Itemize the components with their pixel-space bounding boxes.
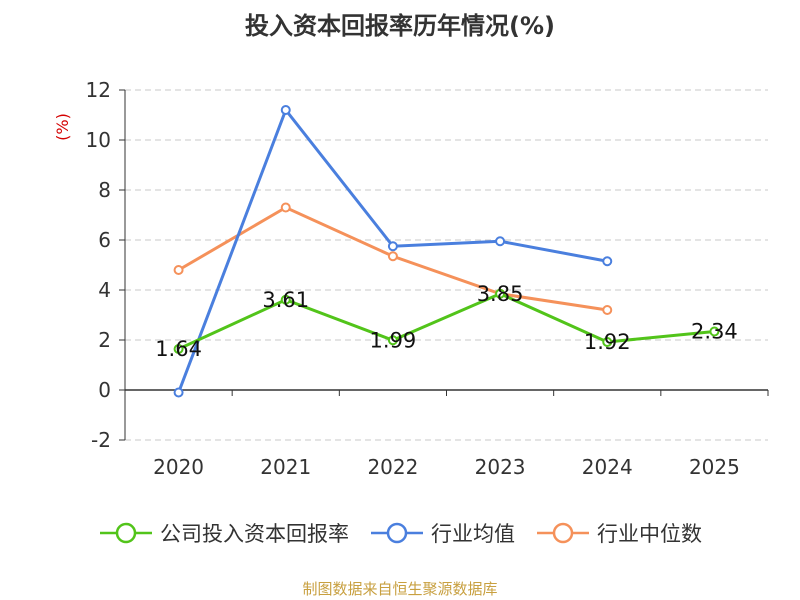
data-point xyxy=(495,236,506,247)
y-tick-label: 10 xyxy=(86,128,111,152)
legend-item[interactable]: 行业中位数 xyxy=(535,518,702,548)
y-tick-label: 4 xyxy=(98,278,111,302)
grid-lines xyxy=(125,89,768,441)
x-tick-label: 2022 xyxy=(367,455,418,479)
x-tick-label: 2021 xyxy=(260,455,311,479)
data-point xyxy=(280,294,291,305)
footer-source: 制图数据来自恒生聚源数据库 xyxy=(302,580,498,598)
x-tick-label: 2023 xyxy=(475,455,526,479)
legend-label: 行业均值 xyxy=(431,522,515,546)
legend-item[interactable]: 行业均值 xyxy=(369,518,515,548)
y-tick-label: 0 xyxy=(98,378,111,402)
y-tick-label: 12 xyxy=(86,78,111,102)
chart-title: 投入资本回报率历年情况(%) xyxy=(245,12,555,40)
data-point xyxy=(173,265,184,275)
y-tick-label: -2 xyxy=(91,428,111,452)
data-point xyxy=(602,337,613,347)
data-point xyxy=(602,256,613,267)
legend: 公司投入资本回报率 行业均值 行业中位数 xyxy=(0,518,800,548)
data-label: 3.85 xyxy=(477,282,524,306)
data-label: 2.34 xyxy=(691,320,738,344)
x-tick-label: 2025 xyxy=(689,455,740,479)
y-axis-title: (%) xyxy=(53,113,72,141)
y-tick-label: 2 xyxy=(98,328,111,352)
legend-label: 行业中位数 xyxy=(597,522,702,546)
data-label: 1.64 xyxy=(155,337,202,361)
data-label: 1.92 xyxy=(584,330,631,354)
series-line xyxy=(177,292,715,351)
data-point xyxy=(280,202,291,213)
legend-label: 公司投入资本回报率 xyxy=(160,522,349,546)
data-label: 1.99 xyxy=(370,328,417,352)
data-point xyxy=(173,344,184,354)
data-point xyxy=(709,326,720,337)
data-point xyxy=(602,305,613,315)
series-lines xyxy=(173,105,720,398)
data-label: 3.61 xyxy=(262,288,309,312)
data-point xyxy=(280,105,291,115)
x-tick-label: 2024 xyxy=(582,455,633,479)
data-labels: 1.64 3.61 1.99 3.85 1.92 2.34 xyxy=(155,282,738,361)
x-tick-label: 2020 xyxy=(153,455,204,479)
y-tick-label: 6 xyxy=(98,228,111,252)
axes: -2 0 2 4 6 8 10 12 2020 2021 2022 2023 2024 2025 (%) xyxy=(53,78,769,479)
legend-swatch-icon xyxy=(537,522,589,544)
y-tick-label: 8 xyxy=(98,178,111,202)
legend-swatch-icon xyxy=(371,522,423,544)
data-point xyxy=(387,251,398,262)
data-point xyxy=(387,241,398,252)
data-point xyxy=(495,288,506,299)
legend-swatch-icon xyxy=(100,522,152,544)
legend-item[interactable]: 公司投入资本回报率 xyxy=(98,518,349,548)
data-point xyxy=(173,387,184,398)
data-point xyxy=(387,335,398,346)
